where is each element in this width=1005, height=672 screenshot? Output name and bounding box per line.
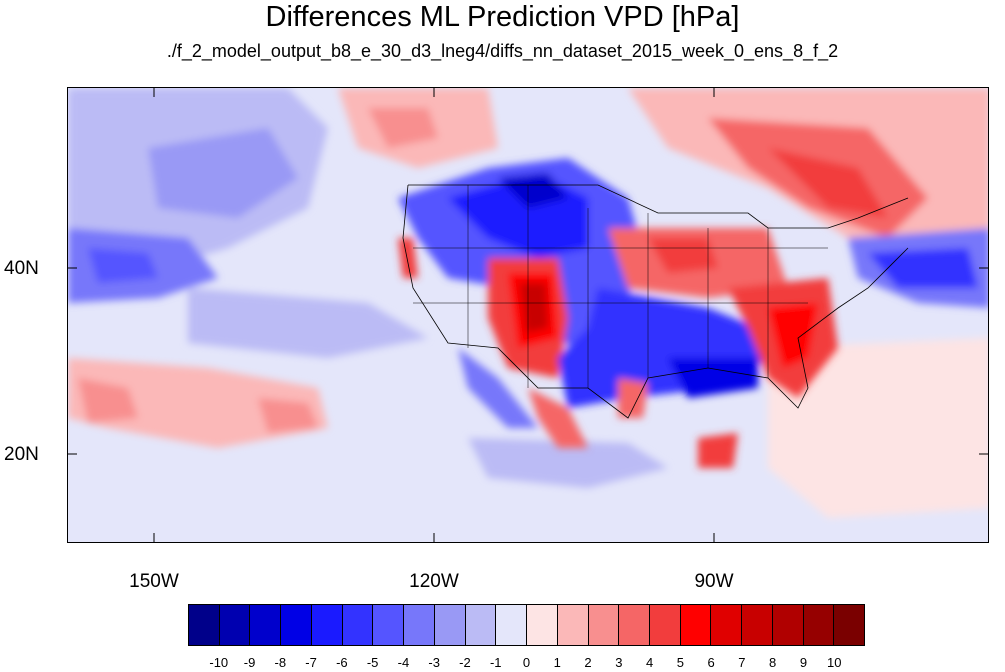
colorbar-tick-label: -3	[428, 655, 440, 670]
colorbar-tick-label: 10	[826, 655, 842, 670]
colorbar-tick-label: 9	[799, 655, 808, 670]
lon-label-150w: 150W	[129, 571, 179, 592]
lat-label-40n: 40N	[4, 258, 39, 279]
atlantic-south-region	[768, 338, 988, 518]
pacific-northeast-core	[368, 108, 438, 148]
baja-blue-band	[458, 348, 538, 428]
colorbar-swatch	[803, 605, 835, 645]
colorbar-swatch	[281, 605, 312, 645]
pacific-west-core	[88, 248, 158, 283]
chart-subtitle: ./f_2_model_output_b8_e_30_d3_lneg4/diff…	[166, 41, 839, 61]
texas-coast-red	[618, 378, 648, 418]
southwest-red-deep	[520, 283, 548, 333]
colorbar-tick-label: 5	[676, 655, 684, 670]
colorbar-swatch	[465, 605, 497, 645]
colorbar-swatch	[342, 605, 374, 645]
vpd-difference-map	[68, 88, 988, 542]
colorbar-tick-label: -7	[305, 655, 317, 670]
southeast-red-core	[768, 303, 818, 368]
colorbar-swatch	[373, 605, 405, 645]
colorbar-swatch	[496, 605, 528, 645]
colorbar-swatch	[250, 605, 282, 645]
colorbar-swatch	[742, 605, 773, 645]
midwest-red-core	[648, 238, 718, 273]
gulf-blue-core	[668, 358, 758, 398]
colorbar-swatch	[557, 605, 589, 645]
mexico-red-band	[528, 388, 588, 448]
colorbar-swatch	[834, 605, 865, 645]
colorbar-swatch	[527, 605, 558, 645]
chart-title: Differences ML Prediction VPD [hPa]	[265, 1, 740, 33]
colorbar-swatch	[772, 605, 804, 645]
pacific-central-band	[188, 288, 428, 358]
pacific-north-patch	[148, 128, 298, 218]
colorbar-tick-label: -5	[366, 655, 379, 670]
pacific-south-patch-2	[258, 398, 318, 433]
caribbean-red-patch	[698, 433, 738, 468]
colorbar-swatch	[434, 605, 466, 645]
colorbar-tick-label: 3	[615, 655, 623, 670]
colorbar-swatch	[680, 605, 712, 645]
state-grid	[413, 185, 828, 388]
colorbar-swatch	[711, 605, 743, 645]
colorbar-tick-label: -4	[397, 655, 410, 670]
us-canada-border	[408, 184, 909, 229]
boundary-lines	[402, 184, 909, 419]
colorbar-tick-label: 4	[645, 655, 654, 670]
colorbar-tick-label: -10	[209, 655, 229, 670]
colorbar-swatch	[404, 605, 435, 645]
colorbar-tick-label: -6	[336, 655, 348, 670]
canada-east-core	[768, 148, 888, 218]
colorbar-tick-label: -9	[243, 655, 256, 670]
colorbar-swatch	[189, 605, 220, 645]
colorbar-swatch	[311, 605, 343, 645]
rockies-blue-deep	[498, 173, 568, 208]
colorbar-tick-label: 2	[584, 655, 592, 670]
colorbar-tick-label: -2	[459, 655, 471, 670]
colorbar-tick-label: 7	[738, 655, 746, 670]
atlantic-northeast-core	[868, 248, 978, 288]
colorbar-swatch	[650, 605, 681, 645]
colorbar	[188, 604, 865, 646]
lon-label-90w: 90W	[694, 571, 734, 592]
map-panel	[67, 87, 989, 543]
lat-label-20n: 20N	[4, 444, 39, 465]
colorbar-tick-label: 8	[769, 655, 777, 670]
colorbar-tick-label: 1	[553, 655, 561, 670]
pacific-south-patch	[78, 378, 138, 423]
colorbar-swatch	[619, 605, 651, 645]
mexico-south-band	[468, 438, 668, 488]
colorbar-tick-label: -8	[274, 655, 287, 670]
colorbar-tick-label: -1	[489, 655, 502, 670]
colorbar-swatch	[588, 605, 620, 645]
colorbar-tick-label: 6	[707, 655, 715, 670]
lon-label-120w: 120W	[409, 571, 459, 592]
pacific-south-region	[68, 358, 328, 448]
colorbar-swatch	[219, 605, 251, 645]
colorbar-tick-label: 0	[522, 655, 531, 670]
